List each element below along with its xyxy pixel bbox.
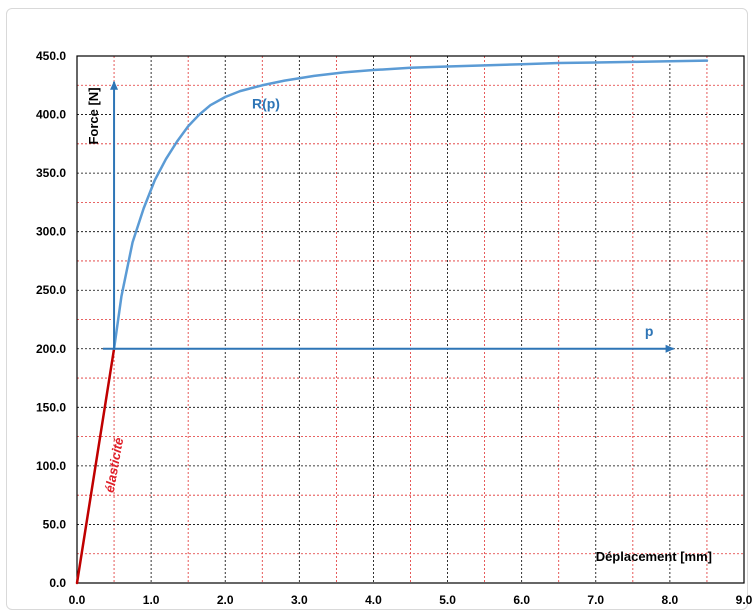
x-tick-label: 1.0 <box>143 593 160 607</box>
x-axis-title: Déplacement [mm] <box>596 549 712 564</box>
minor-grid <box>77 56 744 583</box>
annotation-label: p <box>645 323 654 339</box>
x-tick-label: 4.0 <box>365 593 382 607</box>
plot-border <box>76 55 745 584</box>
y-tick-label: 300.0 <box>36 225 66 239</box>
x-tick-label: 6.0 <box>513 593 530 607</box>
annotation-layer: R(p) p élasticité <box>102 96 654 494</box>
hardening-series-line <box>112 59 709 351</box>
x-tick-labels: 0.0 1.0 2.0 3.0 4.0 5.0 6.0 7.0 8.0 9.0 <box>69 593 753 607</box>
y-tick-label: 450.0 <box>36 49 66 63</box>
y-tick-label: 150.0 <box>36 400 66 414</box>
y-tick-label: 0.0 <box>49 576 66 590</box>
x-tick-label: 8.0 <box>662 593 679 607</box>
x-tick-label: 9.0 <box>736 593 753 607</box>
arrow-layer <box>102 80 675 353</box>
annotation-label: R(p) <box>252 96 280 112</box>
x-tick-label: 7.0 <box>587 593 604 607</box>
elastic-series-line <box>75 347 116 585</box>
y-tick-label: 200.0 <box>36 342 66 356</box>
y-tick-label: 100.0 <box>36 459 66 473</box>
x-tick-label: 3.0 <box>291 593 308 607</box>
x-tick-label: 2.0 <box>217 593 234 607</box>
x-tick-label: 0.0 <box>69 593 86 607</box>
y-tick-label: 50.0 <box>43 517 67 531</box>
series-layer <box>75 59 709 585</box>
y-tick-label: 350.0 <box>36 166 66 180</box>
y-tick-label: 400.0 <box>36 108 66 122</box>
y-tick-labels: 0.0 50.0 100.0 150.0 200.0 250.0 300.0 350.0 400… <box>36 49 66 590</box>
annotation-label: élasticité <box>102 436 126 493</box>
plot-area-border <box>76 55 745 584</box>
y-tick-label: 250.0 <box>36 283 66 297</box>
x-tick-label: 5.0 <box>439 593 456 607</box>
y-axis-title: Force [N] <box>86 87 101 144</box>
chart-frame <box>6 8 748 610</box>
